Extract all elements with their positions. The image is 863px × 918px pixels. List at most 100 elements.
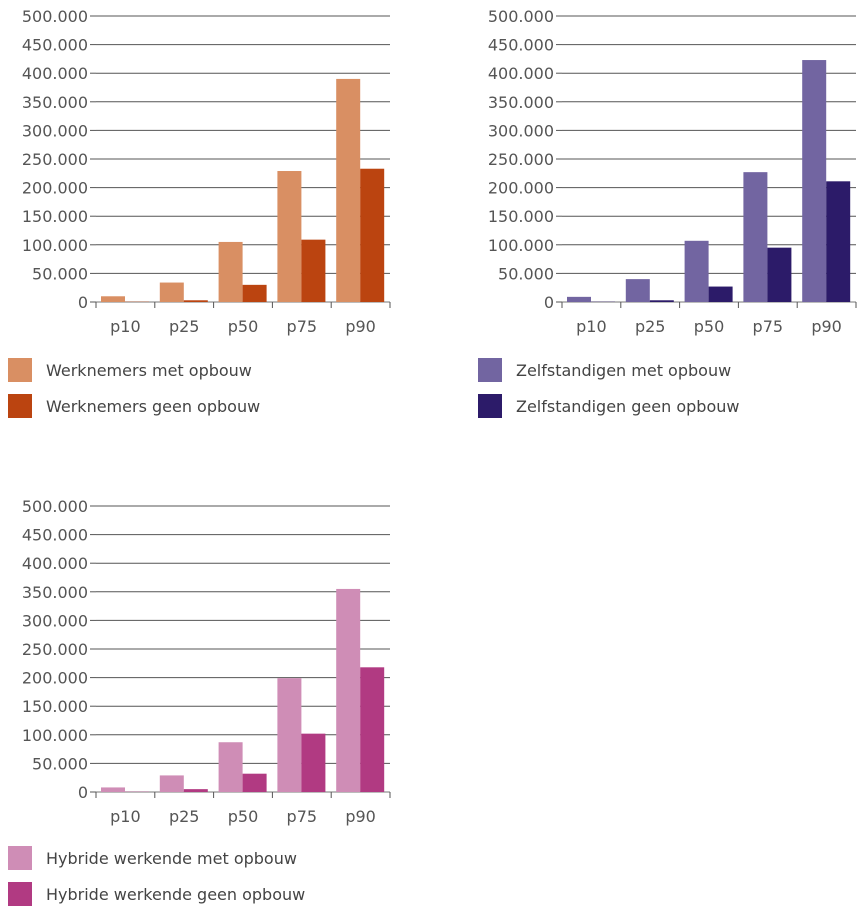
y-tick-label: 400.000 [22, 554, 88, 573]
y-tick-label: 150.000 [22, 697, 88, 716]
y-tick-label: 350.000 [22, 93, 88, 112]
x-tick-label: p90 [811, 317, 842, 336]
y-tick-label: 50.000 [32, 264, 88, 283]
y-tick-label: 500.000 [488, 7, 554, 26]
y-tick-label: 350.000 [22, 583, 88, 602]
x-tick-label: p10 [110, 807, 141, 826]
bar-werknemers-s1-p90 [360, 169, 384, 302]
bar-zelfstandigen-s1-p90 [826, 181, 850, 302]
bar-zelfstandigen-s1-p75 [767, 248, 791, 302]
y-tick-label: 0 [544, 293, 554, 312]
y-tick-label: 450.000 [22, 36, 88, 55]
legend-item-hybride-geen-opbouw: Hybride werkende geen opbouw [8, 882, 305, 906]
bar-hybride-s0-p10 [101, 787, 125, 792]
y-tick-label: 100.000 [488, 236, 554, 255]
x-tick-label: p25 [169, 807, 200, 826]
legend-werknemers: Werknemers met opbouw Werknemers geen op… [8, 358, 260, 430]
bar-hybride-s1-p50 [243, 774, 267, 792]
x-tick-label: p50 [694, 317, 725, 336]
bar-hybride-s1-p90 [360, 667, 384, 792]
legend-label: Zelfstandigen geen opbouw [516, 397, 739, 416]
bar-zelfstandigen-s0-p75 [743, 172, 767, 302]
legend-swatch [8, 882, 32, 906]
y-tick-label: 500.000 [22, 497, 88, 516]
legend-item-zelfstandigen-geen-opbouw: Zelfstandigen geen opbouw [478, 394, 739, 418]
y-tick-label: 50.000 [32, 754, 88, 773]
x-tick-label: p75 [753, 317, 784, 336]
legend-label: Werknemers geen opbouw [46, 397, 260, 416]
y-tick-label: 150.000 [22, 207, 88, 226]
legend-swatch [8, 846, 32, 870]
y-tick-label: 250.000 [22, 150, 88, 169]
x-tick-label: p25 [169, 317, 200, 336]
y-tick-label: 200.000 [22, 179, 88, 198]
bar-zelfstandigen-s1-p25 [650, 300, 674, 302]
legend-swatch [8, 394, 32, 418]
y-tick-label: 350.000 [488, 93, 554, 112]
y-tick-label: 100.000 [22, 726, 88, 745]
y-tick-label: 300.000 [488, 121, 554, 140]
y-tick-label: 450.000 [22, 526, 88, 545]
chart-werknemers-plot: 050.000100.000150.000200.000250.000300.0… [0, 0, 400, 340]
x-tick-label: p10 [110, 317, 141, 336]
bar-werknemers-s1-p25 [184, 300, 208, 302]
legend-label: Hybride werkende geen opbouw [46, 885, 305, 904]
bar-hybride-s1-p25 [184, 789, 208, 792]
x-tick-label: p50 [228, 807, 259, 826]
legend-label: Werknemers met opbouw [46, 361, 252, 380]
legend-hybride-werkende: Hybride werkende met opbouw Hybride werk… [8, 846, 305, 918]
bar-werknemers-s0-p75 [277, 171, 301, 302]
legend-item-zelfstandigen-met-opbouw: Zelfstandigen met opbouw [478, 358, 739, 382]
y-tick-label: 250.000 [488, 150, 554, 169]
y-tick-label: 500.000 [22, 7, 88, 26]
x-tick-label: p90 [345, 317, 376, 336]
bar-werknemers-s1-p50 [243, 285, 267, 302]
x-tick-label: p90 [345, 807, 376, 826]
y-tick-label: 150.000 [488, 207, 554, 226]
legend-swatch [8, 358, 32, 382]
chart-hybride-werkende-plot: 0 50.000 100.000 150.000 200.000 250.000 300.0… [0, 490, 400, 830]
y-tick-label: 450.000 [488, 36, 554, 55]
bar-zelfstandigen-s0-p90 [802, 60, 826, 302]
legend-swatch [478, 358, 502, 382]
bar-zelfstandigen-s0-p25 [626, 279, 650, 302]
legend-swatch [478, 394, 502, 418]
bar-hybride-s0-p50 [219, 742, 243, 792]
y-tick-label: 400.000 [22, 64, 88, 83]
y-tick-label: 300.000 [22, 611, 88, 630]
bar-hybride-s0-p75 [277, 678, 301, 792]
legend-item-hybride-met-opbouw: Hybride werkende met opbouw [8, 846, 305, 870]
legend-label: Hybride werkende met opbouw [46, 849, 297, 868]
legend-zelfstandigen: Zelfstandigen met opbouw Zelfstandigen g… [478, 358, 739, 430]
legend-item-werknemers-met-opbouw: Werknemers met opbouw [8, 358, 260, 382]
chart-zelfstandigen: 0 50.000 100.000 150.000 200.000 250.000 300.0… [466, 0, 863, 430]
bar-werknemers-s0-p25 [160, 283, 184, 302]
bar-hybride-s1-p75 [301, 734, 325, 792]
x-tick-label: p75 [287, 807, 318, 826]
x-tick-label: p50 [228, 317, 259, 336]
chart-zelfstandigen-plot: 0 50.000 100.000 150.000 200.000 250.000 300.0… [466, 0, 863, 340]
y-tick-label: 200.000 [22, 669, 88, 688]
legend-label: Zelfstandigen met opbouw [516, 361, 731, 380]
bar-hybride-s0-p25 [160, 775, 184, 792]
x-tick-label: p10 [576, 317, 607, 336]
bar-zelfstandigen-s1-p50 [709, 287, 733, 302]
chart-hybride-werkende: 0 50.000 100.000 150.000 200.000 250.000 300.0… [0, 490, 400, 915]
bar-werknemers-s1-p75 [301, 240, 325, 302]
x-tick-label: p75 [287, 317, 318, 336]
bar-werknemers-s0-p10 [101, 296, 125, 302]
y-tick-label: 300.000 [22, 121, 88, 140]
y-tick-label: 200.000 [488, 179, 554, 198]
legend-item-werknemers-geen-opbouw: Werknemers geen opbouw [8, 394, 260, 418]
bar-werknemers-s0-p50 [219, 242, 243, 302]
y-tick-label: 0 [78, 783, 88, 802]
y-tick-label: 250.000 [22, 640, 88, 659]
y-tick-label: 400.000 [488, 64, 554, 83]
y-tick-label: 100.000 [22, 236, 88, 255]
bar-zelfstandigen-s0-p10 [567, 297, 591, 302]
y-tick-label: 50.000 [498, 264, 554, 283]
x-tick-label: p25 [635, 317, 666, 336]
bar-werknemers-s0-p90 [336, 79, 360, 302]
bar-hybride-s0-p90 [336, 589, 360, 792]
